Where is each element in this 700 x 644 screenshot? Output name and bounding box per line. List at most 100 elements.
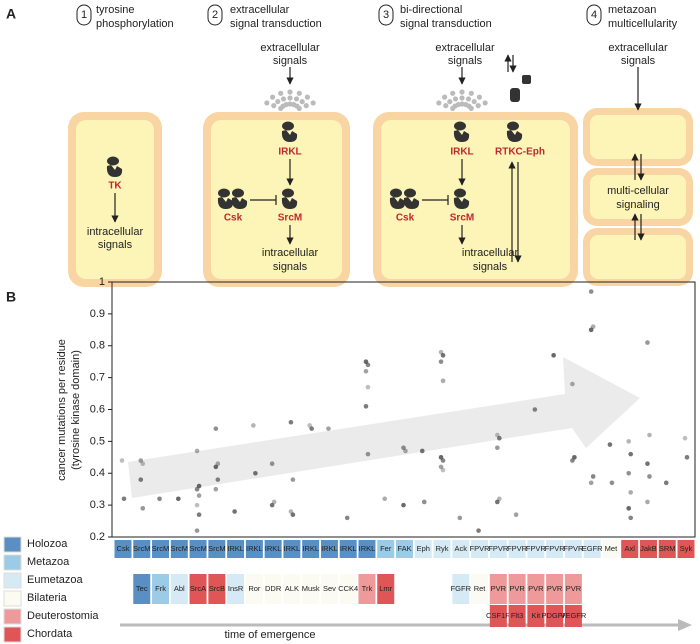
- legend-label: Eumetazoa: [27, 574, 84, 586]
- receptor-dot: [477, 95, 482, 100]
- receptor-dot: [472, 99, 477, 104]
- receptor-dot: [311, 100, 316, 105]
- point: [326, 426, 331, 431]
- y-tick-label: 0.2: [90, 531, 105, 543]
- point: [197, 512, 202, 517]
- cell-body: [590, 175, 686, 219]
- step-number: 1: [81, 9, 87, 21]
- legend-label: Chordata: [27, 628, 73, 640]
- subcategory-label: SrcA: [190, 584, 206, 593]
- point: [570, 382, 575, 387]
- point: [626, 471, 631, 476]
- category-label: FPVR: [545, 544, 566, 553]
- subcategory-label: Musk: [302, 584, 320, 593]
- subcategory-label: VEGFR: [560, 611, 586, 620]
- receptor-dot: [469, 91, 474, 96]
- category-label: Axl: [624, 544, 635, 553]
- subcategory-label: PVR: [528, 584, 544, 593]
- y-tick-label: 0.7: [90, 372, 105, 384]
- trend-arrow: [128, 357, 640, 498]
- point: [366, 452, 371, 457]
- category-label: FPVR: [507, 544, 528, 553]
- category-label: EGFR: [582, 544, 603, 553]
- point: [345, 516, 350, 521]
- output-label: intracellular: [87, 226, 144, 238]
- receptor-dots: [264, 89, 488, 111]
- subcategory-label: Flt3: [511, 611, 524, 620]
- point: [309, 426, 314, 431]
- subcategory-label: CSF1R: [486, 611, 511, 620]
- inhibitor-label: Csk: [224, 213, 243, 224]
- category-label: IRKL: [284, 544, 301, 553]
- point: [441, 379, 446, 384]
- category-label: Eph: [417, 544, 430, 553]
- category-label: FPVR: [526, 544, 547, 553]
- output-label: signals: [273, 261, 308, 273]
- time-label: time of emergence: [224, 629, 315, 641]
- category-label: Csk: [117, 544, 130, 553]
- subcategory-label: Trk: [362, 584, 373, 593]
- category-label: Ack: [455, 544, 468, 553]
- y-axis-label: (tyrosine kinase domain): [70, 350, 82, 470]
- subcategory-label: PVR: [547, 584, 563, 593]
- point: [120, 458, 125, 463]
- cells: [68, 108, 693, 287]
- point: [232, 509, 237, 514]
- point: [214, 465, 219, 470]
- point: [195, 528, 200, 533]
- point: [289, 420, 294, 425]
- point: [589, 328, 594, 333]
- step-title: signal transduction: [400, 18, 492, 30]
- category-label: FAK: [397, 544, 411, 553]
- point: [366, 385, 371, 390]
- target-label: SrcM: [450, 213, 474, 224]
- receptor-dot: [305, 95, 310, 100]
- subcategory-label: Frk: [155, 584, 166, 593]
- input-label: extracellular: [435, 42, 495, 54]
- subcategory-label: FGFR: [451, 584, 472, 593]
- point: [495, 500, 500, 505]
- point: [645, 461, 650, 466]
- y-tick-label: 0.6: [90, 403, 105, 415]
- point: [291, 512, 296, 517]
- category-label: SRM: [659, 544, 676, 553]
- point: [422, 500, 427, 505]
- subcategory-label: Abl: [174, 584, 185, 593]
- input-label: extracellular: [260, 42, 320, 54]
- receptor-dot: [275, 99, 280, 104]
- center-label: multi-cellular: [607, 185, 669, 197]
- cell-body: [590, 235, 686, 279]
- receptor-dot: [278, 91, 283, 96]
- receptor-dot: [442, 95, 447, 100]
- category-label: IRKL: [359, 544, 376, 553]
- category-label: SrcM: [171, 544, 189, 553]
- point: [685, 455, 690, 460]
- category-label: IRKL: [246, 544, 263, 553]
- point: [645, 500, 650, 505]
- receptor-dot: [270, 95, 275, 100]
- category-label: Fer: [380, 544, 392, 553]
- output-label: signals: [473, 261, 508, 273]
- step-number: 2: [212, 9, 218, 21]
- legend-swatch: [4, 591, 21, 606]
- category-label: IRKL: [302, 544, 319, 553]
- receptor-dot: [443, 103, 448, 108]
- category-label: SrcM: [152, 544, 170, 553]
- point: [476, 528, 481, 533]
- point: [683, 436, 688, 441]
- point: [140, 506, 145, 511]
- panel-label: A: [6, 6, 16, 22]
- receptor-dot: [459, 89, 464, 94]
- legend-swatch: [4, 555, 21, 570]
- legend-swatch: [4, 627, 21, 642]
- point: [497, 436, 502, 441]
- point: [626, 506, 631, 511]
- point: [270, 503, 275, 508]
- y-tick-label: 0.4: [90, 467, 105, 479]
- subcategory-label: Ret: [474, 584, 487, 593]
- step-2: 2 extracellular signal transduction: [208, 4, 322, 30]
- inhibitor-label: Csk: [396, 213, 415, 224]
- point: [195, 449, 200, 454]
- receptor-dot: [476, 103, 481, 108]
- receptor-dot: [450, 106, 455, 111]
